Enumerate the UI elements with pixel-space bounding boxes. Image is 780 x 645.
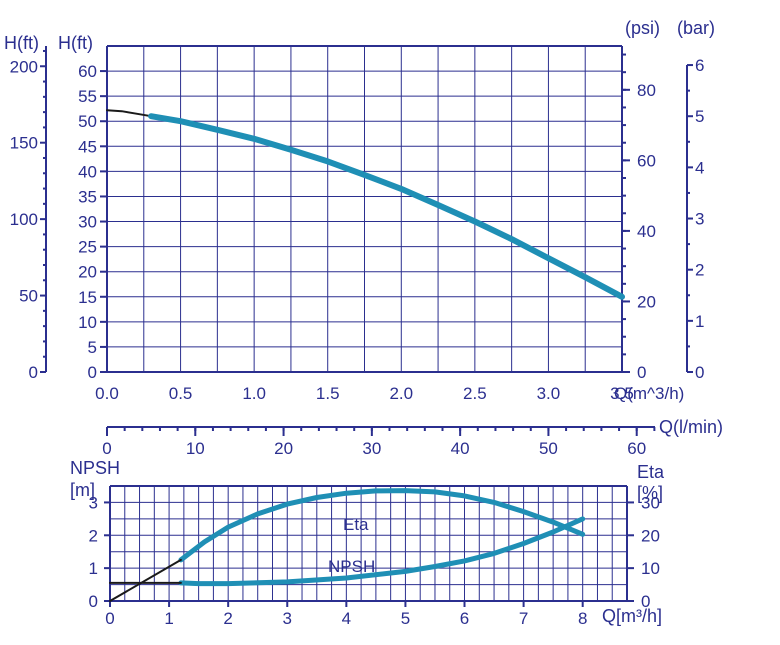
- bar-tick-label: 2: [695, 261, 704, 280]
- bar-tick-label: 4: [695, 158, 704, 177]
- x-axis-label: Q(m^3/h): [614, 384, 684, 403]
- x-tick-label: 0.5: [169, 384, 193, 403]
- npsh-tick-label: 3: [89, 493, 98, 512]
- y-tick-label-ft-outer: 100: [10, 210, 38, 229]
- lmin-tick-label: 10: [186, 439, 205, 458]
- bottom-x-tick-label: 5: [401, 609, 410, 628]
- y-tick-label-ft: 10: [78, 313, 97, 332]
- eta-tick-label: 20: [641, 526, 660, 545]
- x-tick-label: 0.0: [95, 384, 119, 403]
- x-tick-label: 1.5: [316, 384, 340, 403]
- bar-tick-label: 5: [695, 107, 704, 126]
- psi-tick-label: 0: [637, 363, 646, 382]
- y-tick-label-ft: 0: [88, 363, 97, 382]
- npsh-tick-label: 2: [89, 526, 98, 545]
- y-tick-label-ft: 40: [78, 162, 97, 181]
- y-tick-label-ft: 30: [78, 213, 97, 232]
- head-curve: [148, 113, 625, 300]
- y-tick-label-ft: 50: [78, 112, 97, 131]
- x-tick-label: 2.5: [463, 384, 487, 403]
- bar-tick-label: 1: [695, 312, 704, 331]
- y-tick-label-ft: 55: [78, 87, 97, 106]
- y-axis-label-ft: H(ft): [58, 33, 93, 53]
- y-axis-label-ft-outer: H(ft): [4, 33, 39, 53]
- bottom-x-tick-label: 0: [105, 609, 114, 628]
- bottom-x-tick-label: 7: [519, 609, 528, 628]
- psi-tick-label: 60: [637, 151, 656, 170]
- psi-tick-label: 20: [637, 292, 656, 311]
- lmin-tick-label: 60: [627, 439, 646, 458]
- y-tick-label-ft: 5: [88, 338, 97, 357]
- bar-tick-label: 6: [695, 56, 704, 75]
- y-tick-label-ft-outer: 50: [19, 287, 38, 306]
- npsh-tick-label: 1: [89, 559, 98, 578]
- lmin-tick-label: 40: [451, 439, 470, 458]
- eta-axis-unit: [%]: [637, 483, 663, 503]
- eta-axis-label: Eta: [637, 462, 665, 482]
- npsh-tick-label: 0: [89, 592, 98, 611]
- eta-curve-label: Eta: [343, 515, 369, 534]
- lmin-tick-label: 30: [362, 439, 381, 458]
- psi-tick-label: 80: [637, 81, 656, 100]
- y-tick-label-ft: 25: [78, 238, 97, 257]
- y-tick-label-ft: 60: [78, 62, 97, 81]
- y-tick-label-ft-outer: 0: [29, 363, 38, 382]
- bottom-x-tick-label: 1: [164, 609, 173, 628]
- npsh-axis-unit: [m]: [70, 480, 95, 500]
- eta-tick-label: 0: [641, 592, 650, 611]
- bottom-x-tick-label: 8: [578, 609, 587, 628]
- y-tick-label-ft-outer: 150: [10, 134, 38, 153]
- psi-axis-label: (psi): [625, 18, 660, 38]
- x-tick-label: 3.0: [537, 384, 561, 403]
- x-tick-label: 2.0: [389, 384, 413, 403]
- y-tick-label-ft-outer: 200: [10, 57, 38, 76]
- psi-tick-label: 40: [637, 222, 656, 241]
- y-tick-label-ft: 35: [78, 187, 97, 206]
- bar-tick-label: 3: [695, 210, 704, 229]
- bottom-x-axis-label: Q[m³/h]: [602, 606, 662, 626]
- eta-tick-label: 10: [641, 559, 660, 578]
- npsh-curve: [178, 516, 586, 587]
- x-tick-label: 3.5: [610, 384, 634, 403]
- lmin-tick-label: 20: [274, 439, 293, 458]
- bottom-x-tick-label: 3: [283, 609, 292, 628]
- bar-tick-label: 0: [695, 363, 704, 382]
- lmin-tick-label: 0: [102, 439, 111, 458]
- y-tick-label-ft: 20: [78, 263, 97, 282]
- bottom-x-tick-label: 4: [342, 609, 351, 628]
- npsh-curve-label: NPSH: [328, 557, 375, 576]
- bottom-x-tick-label: 6: [460, 609, 469, 628]
- bottom-x-tick-label: 2: [223, 609, 232, 628]
- x-tick-label: 1.0: [242, 384, 266, 403]
- eta-curve: [178, 488, 586, 563]
- lmin-tick-label: 50: [539, 439, 558, 458]
- head-curve-extension: [106, 109, 153, 118]
- y-tick-label-ft: 15: [78, 288, 97, 307]
- lmin-axis-label: Q(l/min): [659, 417, 723, 437]
- bar-axis-label: (bar): [677, 18, 715, 38]
- y-tick-label-ft: 45: [78, 137, 97, 156]
- eta-curve-extension: [109, 558, 182, 602]
- npsh-axis-label: NPSH: [70, 458, 120, 478]
- eta-tick-label: 30: [641, 493, 660, 512]
